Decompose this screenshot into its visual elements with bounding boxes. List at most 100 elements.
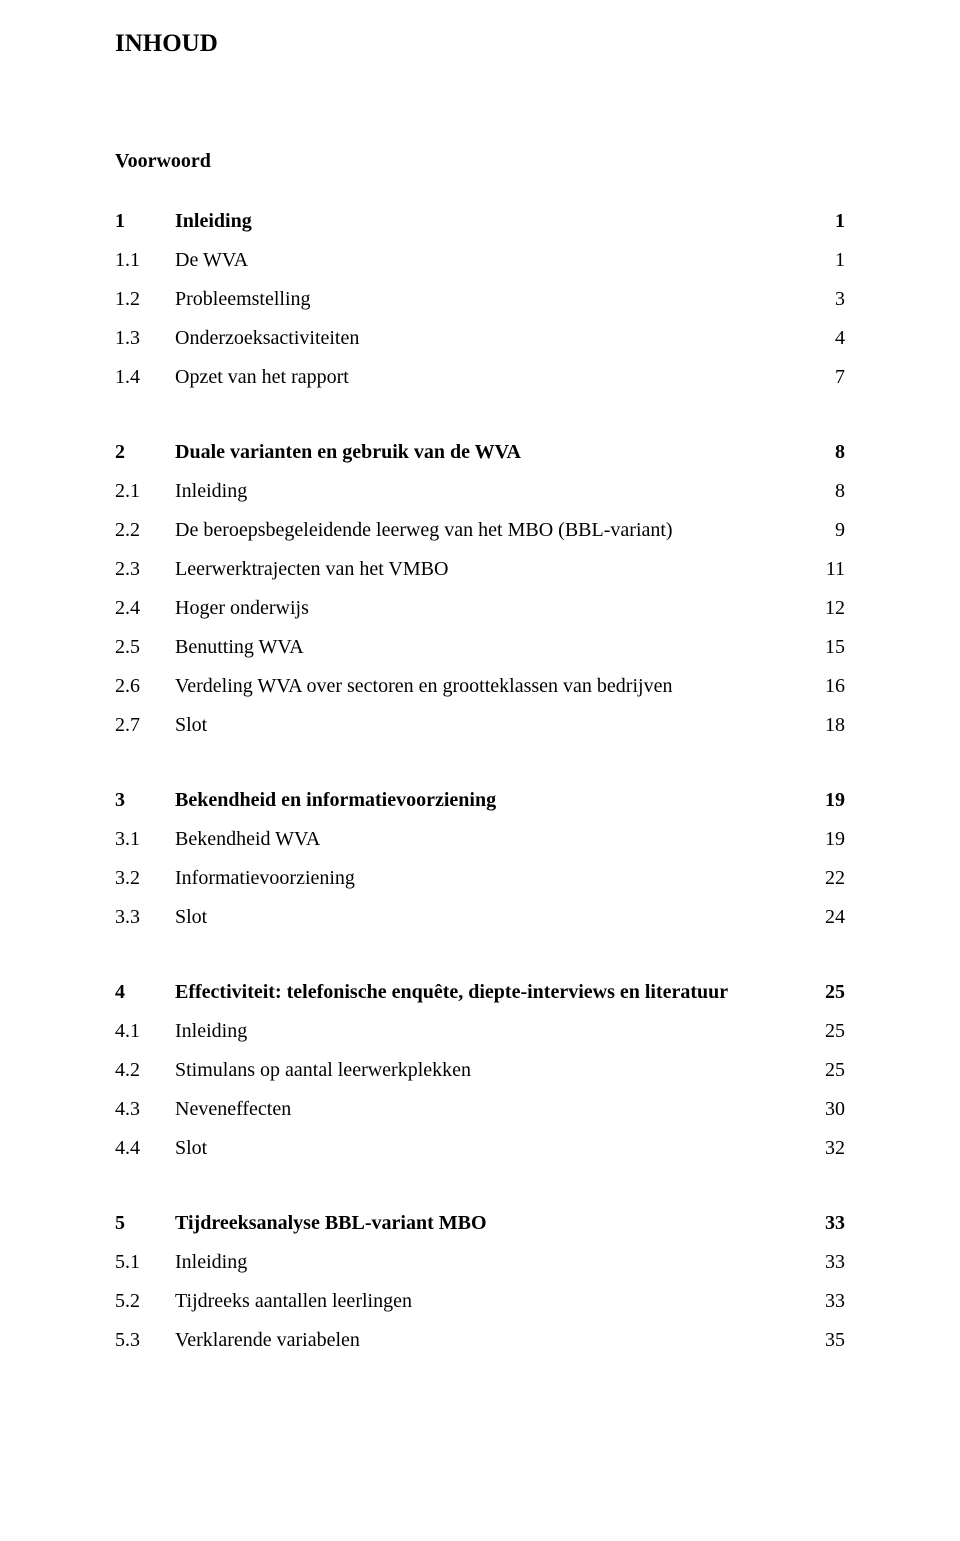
toc-page: 33	[805, 1211, 845, 1236]
toc-item: 3.1 Bekendheid WVA 19	[115, 827, 845, 852]
toc-num: 4.2	[115, 1058, 175, 1083]
toc-item: 4.1 Inleiding 25	[115, 1019, 845, 1044]
toc-page: 30	[805, 1097, 845, 1122]
toc-page: 22	[805, 866, 845, 891]
toc-label: Inleiding	[175, 1019, 805, 1044]
toc-item: 1.4 Opzet van het rapport 7	[115, 365, 845, 390]
toc-num: 5.2	[115, 1289, 175, 1314]
toc-page: 25	[805, 980, 845, 1005]
toc-item: 2.5 Benutting WVA 15	[115, 635, 845, 660]
page-title: INHOUD	[115, 28, 845, 59]
toc-num: 2.6	[115, 674, 175, 699]
toc-num: 2.4	[115, 596, 175, 621]
toc-item: 1.2 Probleemstelling 3	[115, 287, 845, 312]
toc-num: 1.1	[115, 248, 175, 273]
toc-section-head: 5 Tijdreeksanalyse BBL-variant MBO 33	[115, 1211, 845, 1236]
toc-item: 2.6 Verdeling WVA over sectoren en groot…	[115, 674, 845, 699]
toc-label: Neveneffecten	[175, 1097, 805, 1122]
toc-page: 19	[805, 788, 845, 813]
toc-item: 5.2 Tijdreeks aantallen leerlingen 33	[115, 1289, 845, 1314]
toc-num: 2.1	[115, 479, 175, 504]
toc-page: 15	[805, 635, 845, 660]
toc-label: Onderzoeksactiviteiten	[175, 326, 805, 351]
toc-page: 18	[805, 713, 845, 738]
toc-label: Bekendheid WVA	[175, 827, 805, 852]
toc-item: 2.3 Leerwerktrajecten van het VMBO 11	[115, 557, 845, 582]
toc-num: 2.5	[115, 635, 175, 660]
toc-page: 19	[805, 827, 845, 852]
toc-label: Effectiviteit: telefonische enquête, die…	[175, 980, 805, 1005]
toc-label: Tijdreeks aantallen leerlingen	[175, 1289, 805, 1314]
toc-label: Inleiding	[175, 1250, 805, 1275]
toc-page: 32	[805, 1136, 845, 1161]
toc-item: 5.3 Verklarende variabelen 35	[115, 1328, 845, 1353]
toc-label: Verklarende variabelen	[175, 1328, 805, 1353]
toc-item: 4.2 Stimulans op aantal leerwerkplekken …	[115, 1058, 845, 1083]
toc-label: Hoger onderwijs	[175, 596, 805, 621]
toc-num: 3	[115, 788, 175, 813]
toc-label: Slot	[175, 905, 805, 930]
toc-num: 5.3	[115, 1328, 175, 1353]
toc-page: 4	[805, 326, 845, 351]
toc-section-head: 1 Inleiding 1	[115, 209, 845, 234]
toc-num: 5.1	[115, 1250, 175, 1275]
toc-num: 3.2	[115, 866, 175, 891]
toc-num: 1.4	[115, 365, 175, 390]
toc-label: Bekendheid en informatievoorziening	[175, 788, 805, 813]
toc-section-head: 3 Bekendheid en informatievoorziening 19	[115, 788, 845, 813]
toc-label: Stimulans op aantal leerwerkplekken	[175, 1058, 805, 1083]
toc-num: 1.3	[115, 326, 175, 351]
toc-item: 3.2 Informatievoorziening 22	[115, 866, 845, 891]
toc-item: 2.4 Hoger onderwijs 12	[115, 596, 845, 621]
toc-num: 4.3	[115, 1097, 175, 1122]
toc-page: 25	[805, 1058, 845, 1083]
toc-page: 3	[805, 287, 845, 312]
toc-label: Inleiding	[175, 209, 805, 234]
toc-page: 7	[805, 365, 845, 390]
toc-num: 2.3	[115, 557, 175, 582]
toc-page: 8	[805, 479, 845, 504]
toc-page: 33	[805, 1250, 845, 1275]
toc-label: Benutting WVA	[175, 635, 805, 660]
toc-item: 4.3 Neveneffecten 30	[115, 1097, 845, 1122]
toc-label: De beroepsbegeleidende leerweg van het M…	[175, 518, 805, 543]
toc-section-head: 2 Duale varianten en gebruik van de WVA …	[115, 440, 845, 465]
toc-item: 5.1 Inleiding 33	[115, 1250, 845, 1275]
voorwoord-heading: Voorwoord	[115, 149, 845, 174]
toc-page: 8	[805, 440, 845, 465]
toc-page: 33	[805, 1289, 845, 1314]
toc-page: 12	[805, 596, 845, 621]
toc-item: 2.7 Slot 18	[115, 713, 845, 738]
toc-num: 2.7	[115, 713, 175, 738]
toc-item: 3.3 Slot 24	[115, 905, 845, 930]
toc-num: 1	[115, 209, 175, 234]
document-page: INHOUD Voorwoord 1 Inleiding 1 1.1 De WV…	[0, 0, 960, 1541]
toc-label: Probleemstelling	[175, 287, 805, 312]
toc-label: Leerwerktrajecten van het VMBO	[175, 557, 805, 582]
toc-label: De WVA	[175, 248, 805, 273]
toc-num: 5	[115, 1211, 175, 1236]
toc-label: Slot	[175, 1136, 805, 1161]
toc-section-head: 4 Effectiviteit: telefonische enquête, d…	[115, 980, 845, 1005]
toc-num: 4.4	[115, 1136, 175, 1161]
toc-num: 3.1	[115, 827, 175, 852]
toc-num: 3.3	[115, 905, 175, 930]
toc-page: 1	[805, 248, 845, 273]
toc-label: Duale varianten en gebruik van de WVA	[175, 440, 805, 465]
toc-num: 2	[115, 440, 175, 465]
toc-label: Tijdreeksanalyse BBL-variant MBO	[175, 1211, 805, 1236]
toc-label: Slot	[175, 713, 805, 738]
toc-label: Informatievoorziening	[175, 866, 805, 891]
toc-page: 9	[805, 518, 845, 543]
toc-page: 1	[805, 209, 845, 234]
toc-item: 1.1 De WVA 1	[115, 248, 845, 273]
toc-num: 2.2	[115, 518, 175, 543]
toc-num: 1.2	[115, 287, 175, 312]
toc-label: Verdeling WVA over sectoren en groottekl…	[175, 674, 805, 699]
toc-item: 1.3 Onderzoeksactiviteiten 4	[115, 326, 845, 351]
toc-num: 4.1	[115, 1019, 175, 1044]
toc-label: Inleiding	[175, 479, 805, 504]
toc-page: 16	[805, 674, 845, 699]
toc-label: Opzet van het rapport	[175, 365, 805, 390]
toc-item: 2.1 Inleiding 8	[115, 479, 845, 504]
